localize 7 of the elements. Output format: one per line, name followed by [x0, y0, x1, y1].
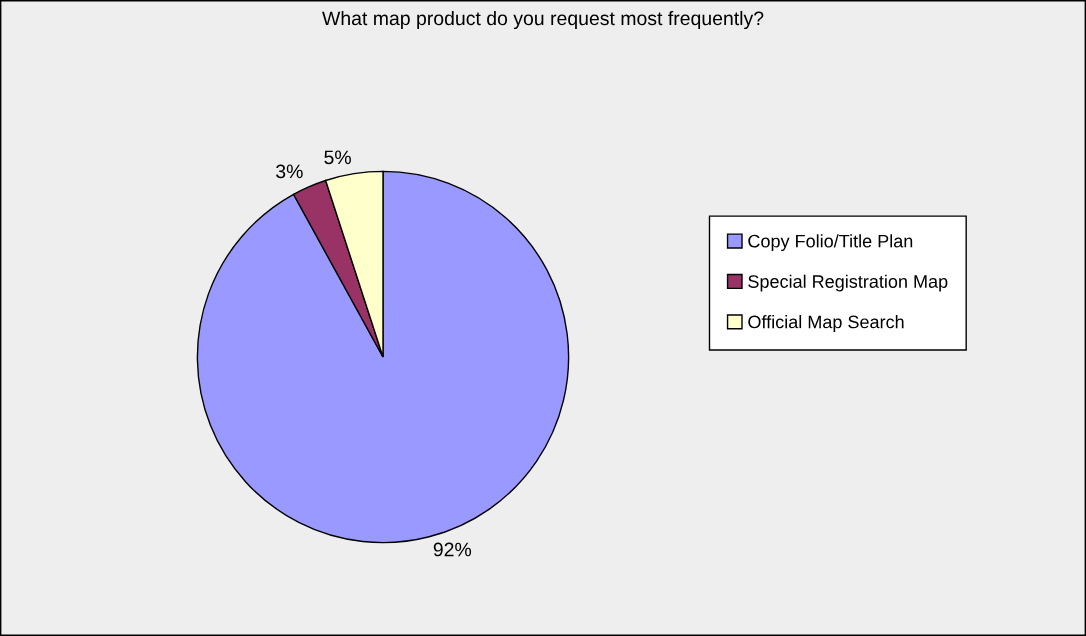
- chart-title: What map product do you request most frequently?: [322, 10, 764, 30]
- data-label: 5%: [324, 150, 351, 165]
- legend-label: Copy Folio/Title Plan: [748, 234, 913, 252]
- legend-label: Special Registration Map: [748, 274, 948, 292]
- legend-label: Official Map Search: [748, 315, 904, 332]
- data-label: 92%: [433, 542, 472, 557]
- data-label: 3%: [276, 164, 303, 179]
